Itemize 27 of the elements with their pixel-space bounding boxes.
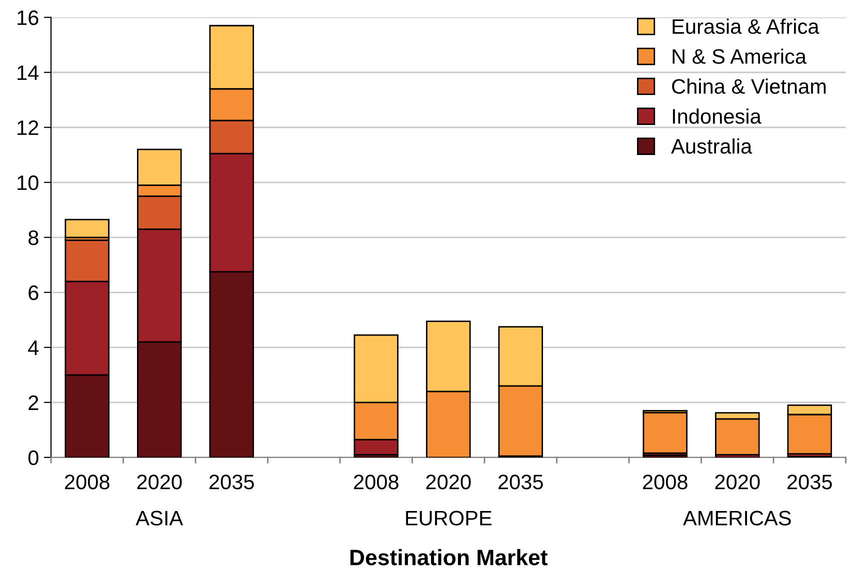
x-tick-label: 2020	[137, 474, 182, 490]
y-tick-label: 6	[28, 285, 38, 300]
y-tick-label: 0	[28, 450, 38, 466]
y-tick-label: 12	[18, 120, 38, 135]
y-tick-label: 4	[28, 340, 39, 355]
text: ASIA	[136, 510, 184, 526]
y-tick-label: 8	[28, 230, 38, 246]
legend-label: China & Vietnam	[672, 78, 826, 94]
x-tick-label: 2008	[65, 474, 110, 490]
x-tick-label: 2020	[715, 474, 760, 490]
x-tick-label: 2020	[426, 474, 471, 490]
x-tick-label: 2008	[354, 474, 398, 490]
y-tick-label: 16	[18, 10, 38, 26]
y-tick-label: 2	[28, 395, 38, 410]
y-tick-label: 14	[18, 66, 39, 80]
text: AMERICAS	[683, 510, 791, 526]
y-tick-label: 10	[18, 175, 38, 190]
x-axis-title: Destination Market	[350, 549, 548, 566]
legend-label: N & S America	[672, 48, 806, 64]
text: EUROPE	[406, 510, 492, 526]
x-tick-label: 2035	[210, 474, 254, 490]
x-tick-label: 2008	[643, 474, 688, 490]
x-tick-label: 2035	[498, 474, 543, 490]
legend-label: Australia	[671, 138, 752, 154]
x-tick-label: 2035	[788, 474, 832, 490]
legend-label: Eurasia & Africa	[672, 18, 820, 34]
legend-label: Indonesia	[672, 108, 762, 124]
